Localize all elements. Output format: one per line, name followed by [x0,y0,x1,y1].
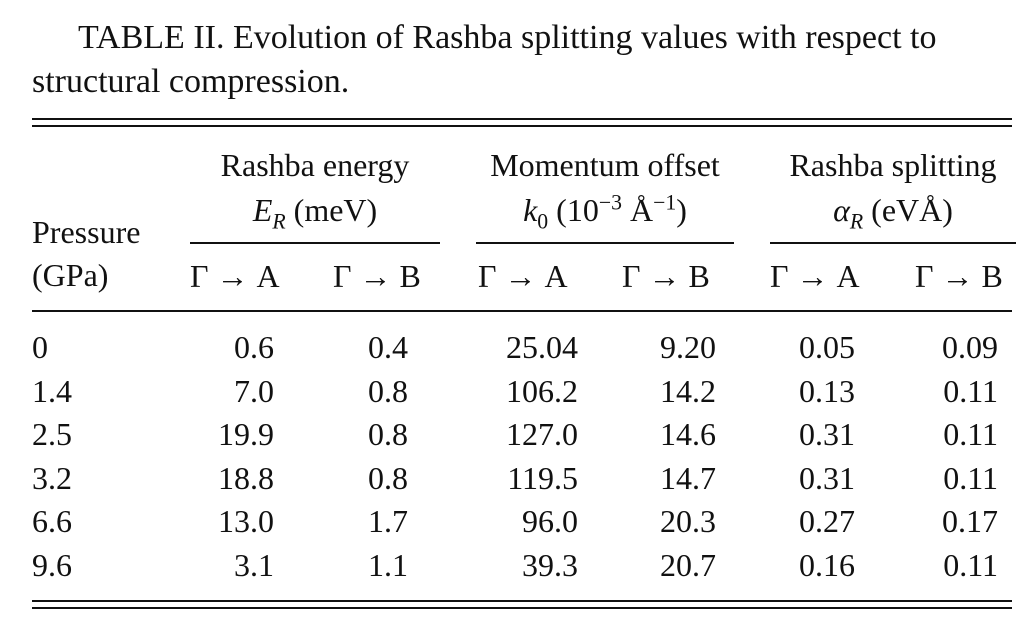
cell-value: 0.17 [942,503,998,540]
cell-value: 0.31 [799,459,855,496]
bottom-rule-2 [32,607,1012,609]
subcol-energy-gamma-b: Γ → B [333,258,421,294]
cell-value: 0.4 [368,329,408,365]
group-unit-rashba-energy: ER (meV) [252,192,378,234]
cell-value: 0.6 [234,329,274,365]
cell-value: 119.5 [507,459,578,496]
cell-value: 20.7 [660,547,716,583]
group-title-rashba-splitting: Rashba splitting [789,147,997,183]
cell-value: 96.0 [522,503,578,540]
group-rule-rashba-energy [190,242,440,244]
subcol-momentum-gamma-b: Γ → B [622,258,710,294]
subcol-momentum-gamma-a: Γ → A [478,258,568,294]
subcol-energy-gamma-a: Γ → A [190,258,280,294]
cell-value: 0.11 [943,547,998,583]
cell-value: 0.13 [799,372,855,409]
cell-value: 0.11 [943,459,998,496]
table-label: TABLE II. [78,19,225,56]
cell-value: 13.0 [218,503,274,540]
cell-pressure: 9.6 [32,547,72,583]
cell-value: 14.6 [660,416,716,453]
top-rule-1 [32,118,1012,120]
cell-pressure: 6.6 [32,503,72,540]
cell-value: 0.8 [368,416,408,453]
cell-pressure: 0 [32,329,48,365]
cell-value: 0.16 [799,547,855,583]
cell-value: 1.7 [368,503,408,540]
cell-value: 18.8 [218,459,274,496]
cell-value: 0.31 [799,416,855,453]
cell-value: 9.20 [660,329,716,365]
cell-value: 0.8 [368,459,408,496]
subcol-splitting-gamma-b: Γ → B [915,258,1003,294]
cell-value: 3.1 [234,547,274,583]
top-rule-2 [32,125,1012,127]
pressure-unit: (GPa) [32,257,109,293]
cell-value: 0.27 [799,503,855,540]
cell-value: 19.9 [218,416,274,453]
cell-value: 0.11 [943,372,998,409]
header-bottom-rule [32,310,1012,312]
bottom-rule-1 [32,600,1012,602]
cell-value: 14.2 [660,372,716,409]
cell-value: 14.7 [660,459,716,496]
group-unit-momentum-offset: k0 (10−3 Å−1) [523,190,687,234]
cell-pressure: 2.5 [32,416,72,453]
cell-value: 39.3 [522,547,578,583]
cell-value: 20.3 [660,503,716,540]
caption-text-line2: structural compression. [32,63,350,100]
cell-value: 0.09 [942,329,998,365]
group-rule-rashba-splitting [770,242,1016,244]
cell-value: 0.11 [943,416,998,453]
cell-value: 25.04 [506,329,578,365]
table-caption: TABLE II. Evolution of Rashba splitting … [78,16,936,60]
cell-value: 0.8 [368,372,408,409]
group-unit-rashba-splitting: αR (eVÅ) [833,192,953,234]
group-title-momentum-offset: Momentum offset [490,147,720,183]
cell-value: 7.0 [234,372,274,409]
cell-value: 106.2 [506,372,578,409]
subcol-splitting-gamma-a: Γ → A [770,258,860,294]
group-title-rashba-energy: Rashba energy [220,147,410,183]
pressure-header: Pressure [32,214,141,250]
cell-value: 0.05 [799,329,855,365]
group-rule-momentum-offset [476,242,734,244]
cell-value: 1.1 [368,547,408,583]
cell-value: 127.0 [506,416,578,453]
cell-pressure: 1.4 [32,372,72,409]
cell-pressure: 3.2 [32,459,72,496]
caption-text-line1: Evolution of Rashba splitting values wit… [232,19,937,56]
